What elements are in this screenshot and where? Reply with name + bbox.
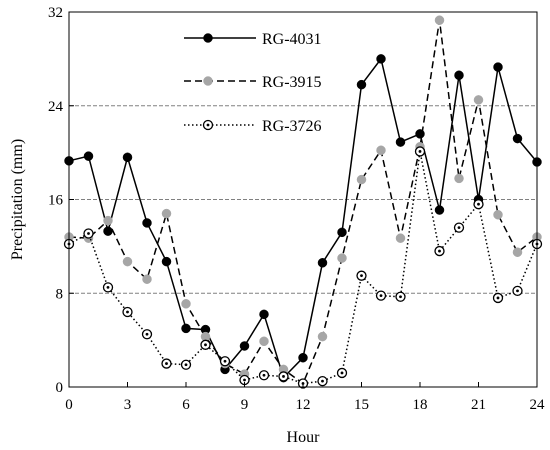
y-tick-label-2: 16	[48, 193, 64, 209]
point-0-17	[395, 137, 406, 147]
point-center-2-11	[282, 375, 285, 378]
point-center-2-17	[399, 295, 402, 299]
point-0-3	[122, 152, 133, 163]
point-center-2-21	[477, 202, 480, 206]
point-0-6	[181, 323, 191, 334]
grid-lines	[69, 105, 537, 294]
point-center-2-18	[418, 150, 422, 153]
x-tick-label-3: 9	[241, 397, 249, 413]
x-axis-label: Hour	[287, 429, 321, 446]
series-rg-3726	[63, 146, 543, 389]
point-0-4	[142, 218, 152, 228]
x-tick-label-4: 12	[296, 397, 311, 413]
point-center-2-4	[145, 332, 149, 336]
point-center-2-3	[126, 310, 129, 314]
point-0-9	[239, 341, 250, 351]
point-1-3	[122, 256, 133, 267]
point-0-14	[337, 227, 347, 238]
point-center-2-23	[516, 289, 519, 293]
point-center-2-2	[106, 285, 110, 289]
point-1-6	[181, 299, 191, 309]
point-center-2-10	[262, 373, 266, 377]
point-1-4	[142, 274, 152, 284]
x-tick-label-7: 21	[471, 397, 486, 413]
point-center-2-19	[438, 249, 441, 253]
point-center-2-13	[321, 379, 324, 383]
legend: RG-4031 RG-3915 RG-3726	[184, 31, 322, 135]
point-1-10	[259, 336, 269, 347]
legend-label-2: RG-3726	[262, 118, 322, 135]
x-tick-label-2: 6	[182, 397, 190, 413]
legend-label-0: RG-4031	[262, 31, 322, 48]
y-tick-label-3: 24	[48, 99, 64, 115]
x-tick-label-0: 0	[65, 397, 73, 413]
legend-marker-center-2	[206, 123, 210, 127]
point-center-2-9	[243, 378, 246, 382]
x-tick-label-1: 3	[124, 397, 132, 413]
y-tick-label-0: 0	[56, 380, 64, 396]
point-0-5	[161, 256, 172, 267]
point-center-2-5	[165, 362, 168, 365]
x-tick-label-6: 18	[413, 397, 428, 413]
point-center-2-6	[184, 363, 188, 367]
point-0-10	[259, 309, 269, 320]
point-0-12	[298, 352, 308, 363]
point-1-22	[493, 209, 503, 220]
y-axis-label: Precipitation (mm)	[9, 139, 26, 260]
axes: 0 3 6 9 12 15 18 21 24 0 8 16 24 32	[48, 5, 545, 413]
x-tick-label-5: 15	[354, 397, 369, 413]
series-line-0	[68, 57, 538, 380]
point-1-13	[317, 331, 328, 342]
series-layer	[63, 15, 543, 389]
point-0-16	[376, 54, 386, 64]
point-0-20	[454, 70, 464, 81]
legend-label-1: RG-3915	[262, 74, 322, 91]
point-1-19	[434, 15, 445, 25]
y-tick-label-4: 32	[48, 5, 63, 21]
point-1-23	[512, 247, 523, 257]
point-center-2-7	[204, 343, 207, 347]
point-1-15	[356, 174, 367, 185]
point-0-15	[356, 79, 367, 90]
point-1-16	[376, 145, 386, 156]
x-tick-label-8: 24	[530, 397, 546, 413]
point-1-21	[473, 95, 484, 105]
point-center-2-15	[360, 274, 363, 278]
point-0-19	[434, 205, 445, 215]
point-0-22	[493, 62, 503, 72]
point-0-2	[103, 226, 113, 236]
point-0-13	[317, 258, 328, 268]
legend-marker-0	[203, 33, 213, 43]
point-0-1	[83, 151, 94, 161]
point-1-5	[161, 208, 172, 219]
point-1-17	[395, 233, 406, 243]
series-rg-3915	[64, 15, 542, 389]
point-center-2-16	[379, 294, 383, 297]
point-center-2-14	[340, 371, 344, 375]
legend-marker-1	[203, 76, 213, 86]
point-center-2-22	[496, 296, 500, 300]
y-tick-label-1: 8	[56, 286, 64, 302]
point-1-20	[454, 173, 464, 184]
series-rg-4031	[64, 54, 542, 383]
point-center-2-20	[457, 226, 461, 230]
series-line-2	[68, 151, 538, 385]
point-1-14	[337, 253, 347, 263]
point-center-2-1	[87, 232, 90, 235]
point-center-2-8	[223, 359, 227, 363]
point-1-2	[103, 215, 113, 226]
point-0-23	[512, 133, 523, 144]
